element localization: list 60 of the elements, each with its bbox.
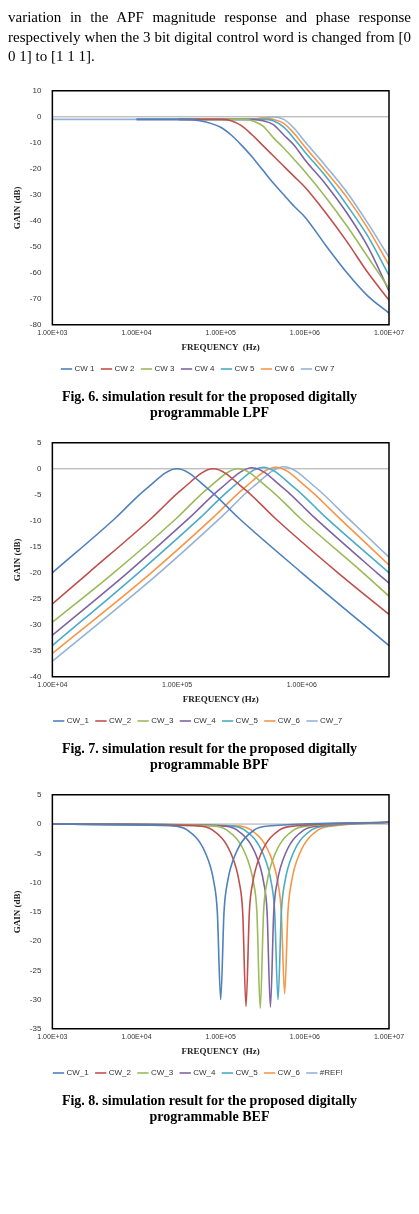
y-tick-label: -40	[29, 215, 42, 225]
legend-label: CW_1	[66, 1067, 90, 1077]
legend-label: CW_2	[108, 1067, 132, 1077]
legend-label: CW_7	[320, 715, 343, 725]
y-tick-label: 5	[36, 789, 42, 799]
y-tick-label: -15	[29, 541, 42, 551]
y-tick-label: -20	[29, 163, 42, 173]
legend-label: #REF!	[319, 1067, 343, 1077]
y-tick-label: 0	[36, 111, 42, 121]
y-tick-label: -30	[29, 619, 42, 629]
x-axis-title: FREQUENCY (Hz)	[181, 1045, 260, 1056]
y-tick-label: -35	[29, 1023, 42, 1033]
legend-label: CW 4	[194, 363, 216, 373]
legend-label: CW_5	[235, 1067, 259, 1077]
legend-label: CW_2	[108, 715, 132, 725]
legend-label: CW_5	[235, 715, 259, 725]
text: variation in the APF magnitude response and phase response respectively when the 3 bit digital control word is changed from [0 0 1] to [1 1 1].	[8, 8, 411, 66]
legend-label: CW_4	[193, 715, 217, 725]
legend-label: CW_3	[150, 1067, 174, 1077]
y-tick-label: -10	[29, 515, 42, 525]
y-tick-label: -5	[34, 489, 42, 499]
y-axis-title: GAIN (dB)	[11, 537, 22, 581]
caption: Fig. 6. simulation result for the proposed digitally programmable LPF	[60, 388, 359, 421]
x-axis-title: FREQUENCY (Hz)	[181, 341, 260, 352]
y-tick-label: -40	[29, 671, 42, 681]
y-tick-label: 5	[36, 437, 42, 447]
y-tick-label: 0	[36, 818, 42, 828]
y-tick-label: 0	[36, 463, 42, 473]
y-tick-label: -5	[34, 848, 42, 857]
legend-label: CW_3	[151, 715, 174, 725]
caption: Fig. 8. simulation result for the proposed digitally programmable BEF	[60, 1092, 359, 1125]
legend-label: CW 2	[114, 363, 136, 373]
y-tick-label: -20	[29, 567, 42, 577]
legend-label: CW_6	[277, 1067, 301, 1077]
y-axis-title: GAIN (dB)	[11, 185, 22, 229]
y-tick-label: -10	[29, 137, 42, 147]
legend-label: CW 6	[274, 363, 296, 373]
y-tick-label: -10	[29, 877, 42, 887]
x-axis-title: FREQUENCY (Hz)	[182, 693, 259, 704]
y-tick-label: -25	[29, 965, 42, 974]
legend-label: CW_4	[193, 1067, 216, 1077]
y-tick-label: -70	[29, 293, 42, 303]
legend-label: CW_1	[66, 715, 90, 725]
y-tick-label: 10	[32, 85, 42, 95]
legend-label: CW 7	[314, 363, 336, 373]
legend-label: CW_6	[277, 715, 301, 725]
legend-label: CW 3	[154, 363, 176, 373]
legend-label: CW 1	[74, 363, 96, 373]
y-tick-label: -30	[29, 994, 42, 1004]
caption: Fig. 7. simulation result for the proposed digitally programmable BPF	[60, 740, 359, 773]
y-tick-label: -25	[29, 593, 42, 603]
y-tick-label: -50	[29, 241, 42, 251]
y-tick-label: -80	[29, 319, 42, 329]
legend-label: CW 5	[234, 363, 256, 373]
y-tick-label: -35	[29, 645, 42, 655]
y-tick-label: -60	[29, 267, 42, 277]
y-tick-label: -20	[29, 935, 42, 945]
y-tick-label: -30	[29, 189, 42, 199]
y-tick-label: -15	[29, 906, 42, 916]
y-axis-title: GAIN (dB)	[11, 889, 22, 933]
